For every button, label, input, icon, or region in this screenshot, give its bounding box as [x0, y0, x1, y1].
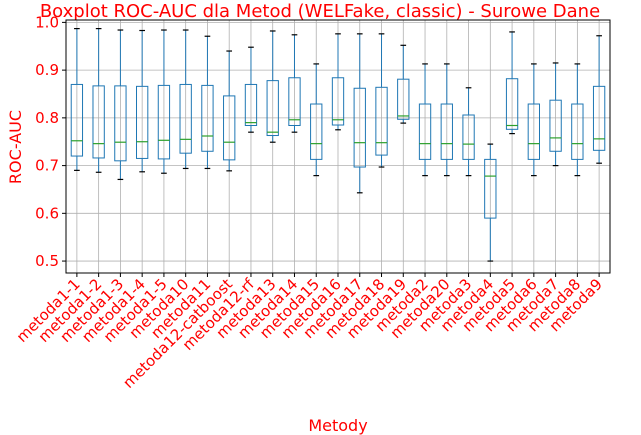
- iqr-box: [310, 103, 323, 160]
- box-metoda2: [418, 63, 432, 177]
- y-tick-label: 0.5: [35, 252, 59, 270]
- iqr-box: [288, 77, 301, 126]
- iqr-box: [592, 85, 606, 151]
- y-tick-label: 1.0: [35, 13, 59, 31]
- iqr-box: [440, 103, 453, 160]
- iqr-box: [418, 103, 432, 160]
- box-metoda1-4: [136, 29, 149, 173]
- iqr-box: [527, 103, 540, 160]
- box-metoda10: [179, 29, 192, 170]
- y-tick-label: 0.7: [35, 157, 59, 175]
- y-tick-label: 0.9: [35, 61, 59, 79]
- y-tick-label: 0.6: [35, 204, 59, 222]
- box-metoda1-5: [157, 29, 171, 174]
- chart-title: Boxplot ROC-AUC dla Metod (WELFake, clas…: [40, 1, 600, 22]
- box-metoda8: [571, 63, 584, 177]
- iqr-box: [353, 87, 366, 168]
- y-tick-label: 0.8: [35, 109, 59, 127]
- iqr-box: [571, 103, 584, 160]
- x-tick-layer: metoda1-1metoda1-2metoda1-3metoda1-4meto…: [13, 273, 606, 392]
- iqr-box: [505, 78, 519, 130]
- box-metoda20: [440, 63, 453, 177]
- box-metoda19: [397, 44, 410, 124]
- iqr-box: [157, 84, 171, 160]
- iqr-box: [375, 86, 388, 156]
- iqr-box: [179, 83, 192, 154]
- box-metoda14: [288, 34, 301, 133]
- box-metoda7: [549, 62, 562, 167]
- iqr-box: [114, 85, 127, 162]
- iqr-box: [92, 85, 105, 159]
- iqr-box: [462, 114, 475, 160]
- box-metoda1-3: [114, 29, 127, 181]
- y-tick-layer: 0.5 0.6 0.7 0.8 0.9 1.0: [35, 13, 66, 270]
- box-metoda4: [484, 143, 497, 262]
- y-axis-label: ROC-AUC: [6, 110, 25, 184]
- box-metoda16: [331, 33, 345, 131]
- iqr-box: [397, 78, 410, 120]
- iqr-box: [136, 85, 149, 159]
- box-metoda11: [201, 35, 214, 170]
- iqr-box: [266, 80, 279, 137]
- iqr-box: [70, 83, 84, 157]
- iqr-box: [549, 99, 562, 152]
- box-metoda17: [353, 33, 366, 194]
- box-metoda15: [310, 63, 323, 177]
- box-metoda12-rf: [244, 46, 258, 133]
- box-metoda1-2: [92, 27, 105, 173]
- box-metoda12-catboost: [223, 50, 236, 172]
- box-metoda3: [462, 87, 475, 177]
- box-metoda6: [527, 63, 540, 177]
- x-axis-label: Metody: [308, 416, 367, 435]
- box-metoda18: [375, 33, 388, 168]
- iqr-box: [484, 158, 497, 219]
- box-metoda1-1: [70, 27, 84, 171]
- iqr-box: [201, 84, 214, 152]
- box-metoda9: [592, 35, 606, 164]
- iqr-box: [331, 77, 345, 126]
- box-metoda13: [266, 30, 279, 143]
- iqr-box: [223, 95, 236, 161]
- box-metoda5: [505, 31, 519, 135]
- iqr-box: [244, 83, 258, 126]
- box-layer: [70, 27, 606, 262]
